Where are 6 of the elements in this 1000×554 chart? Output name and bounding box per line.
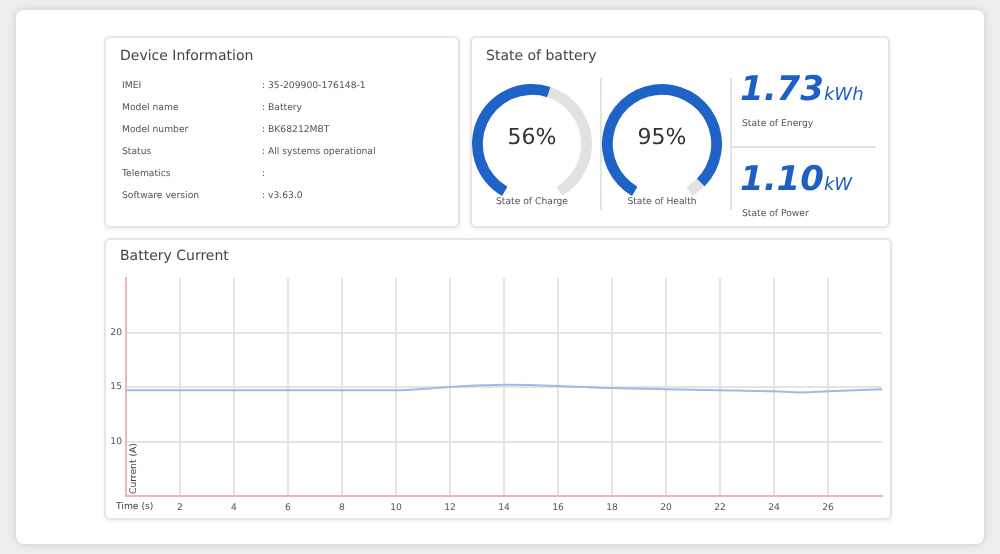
text: kW — [823, 176, 853, 196]
data-label: 56% — [505, 124, 559, 150]
text: 1.73 — [740, 70, 824, 110]
text: kWh — [823, 86, 864, 106]
data-label: 95% — [635, 124, 689, 150]
text: 1.10 — [740, 160, 824, 200]
